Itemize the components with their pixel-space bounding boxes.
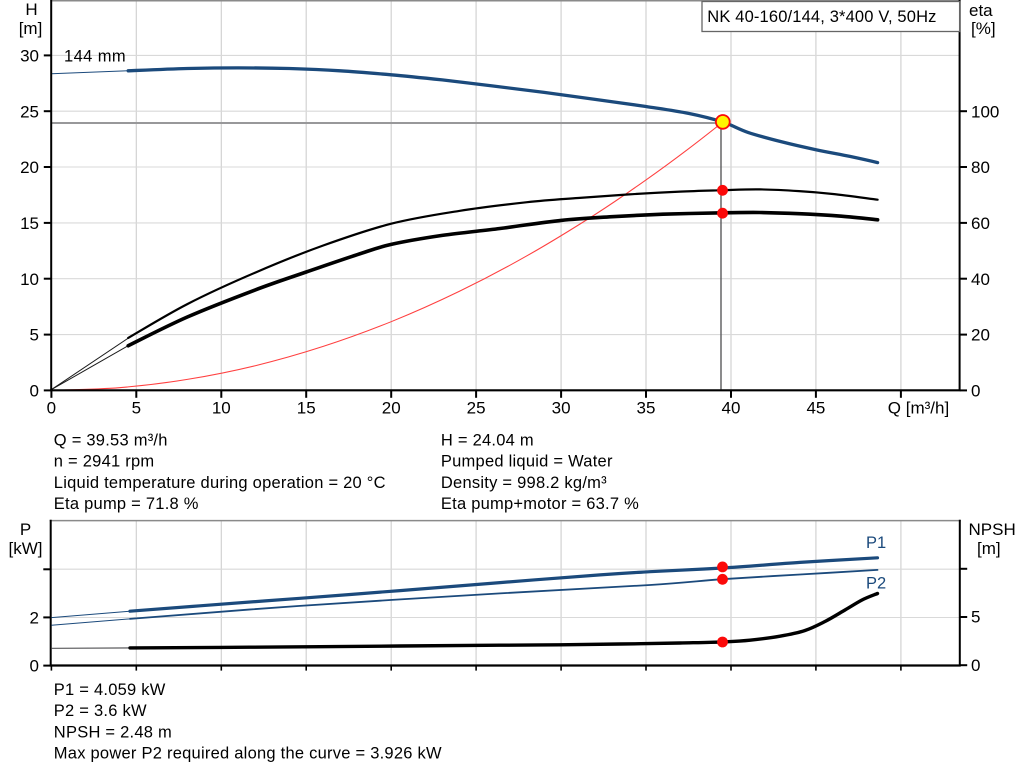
svg-text:P: P bbox=[20, 520, 31, 539]
svg-text:10: 10 bbox=[20, 270, 39, 289]
svg-text:25: 25 bbox=[467, 399, 486, 418]
svg-text:80: 80 bbox=[971, 158, 990, 177]
svg-text:NK 40-160/144, 3*400 V, 50Hz: NK 40-160/144, 3*400 V, 50Hz bbox=[707, 8, 936, 26]
svg-text:0: 0 bbox=[971, 382, 980, 401]
svg-text:15: 15 bbox=[20, 214, 39, 233]
svg-text:Eta pump+motor = 63.7 %: Eta pump+motor = 63.7 % bbox=[441, 495, 639, 513]
svg-text:100: 100 bbox=[971, 102, 999, 121]
svg-text:20: 20 bbox=[971, 326, 990, 345]
svg-text:Q = 39.53 m³/h: Q = 39.53 m³/h bbox=[54, 432, 168, 450]
svg-text:25: 25 bbox=[20, 102, 39, 121]
svg-text:45: 45 bbox=[806, 399, 825, 418]
svg-text:20: 20 bbox=[382, 399, 401, 418]
svg-text:60: 60 bbox=[971, 214, 990, 233]
svg-text:Q [m³/h]: Q [m³/h] bbox=[888, 399, 949, 418]
svg-text:0: 0 bbox=[971, 656, 980, 675]
svg-text:20: 20 bbox=[20, 158, 39, 177]
svg-text:[kW]: [kW] bbox=[9, 539, 43, 558]
svg-text:10: 10 bbox=[212, 399, 231, 418]
svg-text:Max power P2 required along th: Max power P2 required along the curve = … bbox=[54, 745, 442, 763]
svg-text:Density = 998.2 kg/m³: Density = 998.2 kg/m³ bbox=[441, 474, 607, 492]
svg-text:0: 0 bbox=[30, 657, 39, 676]
svg-text:30: 30 bbox=[552, 399, 571, 418]
svg-text:0: 0 bbox=[30, 382, 39, 401]
svg-text:5: 5 bbox=[971, 607, 980, 626]
svg-text:Pumped liquid = Water: Pumped liquid = Water bbox=[441, 453, 613, 471]
svg-text:35: 35 bbox=[637, 399, 656, 418]
svg-text:P2 = 3.6 kW: P2 = 3.6 kW bbox=[54, 702, 147, 720]
svg-text:Eta pump = 71.8 %: Eta pump = 71.8 % bbox=[54, 495, 199, 513]
svg-text:NPSH = 2.48 m: NPSH = 2.48 m bbox=[54, 723, 172, 741]
svg-text:5: 5 bbox=[30, 326, 39, 345]
svg-text:H: H bbox=[25, 0, 37, 19]
svg-text:2: 2 bbox=[30, 609, 39, 628]
svg-text:144 mm: 144 mm bbox=[64, 48, 126, 66]
svg-text:5: 5 bbox=[132, 399, 141, 418]
svg-text:P1 = 4.059 kW: P1 = 4.059 kW bbox=[54, 681, 166, 699]
svg-text:30: 30 bbox=[20, 47, 39, 66]
svg-text:40: 40 bbox=[971, 270, 990, 289]
svg-text:P2: P2 bbox=[866, 575, 886, 593]
svg-text:15: 15 bbox=[297, 399, 316, 418]
svg-text:[m]: [m] bbox=[977, 539, 1001, 558]
svg-text:H = 24.04 m: H = 24.04 m bbox=[441, 432, 534, 450]
svg-text:Liquid temperature during oper: Liquid temperature during operation = 20… bbox=[54, 474, 386, 492]
svg-text:n = 2941 rpm: n = 2941 rpm bbox=[54, 453, 155, 471]
svg-text:P1: P1 bbox=[866, 534, 886, 552]
svg-text:0: 0 bbox=[47, 399, 56, 418]
svg-text:[m]: [m] bbox=[19, 19, 43, 38]
svg-text:40: 40 bbox=[722, 399, 741, 418]
svg-text:[%]: [%] bbox=[971, 19, 996, 38]
svg-text:eta: eta bbox=[969, 1, 993, 20]
svg-text:NPSH: NPSH bbox=[969, 520, 1016, 539]
